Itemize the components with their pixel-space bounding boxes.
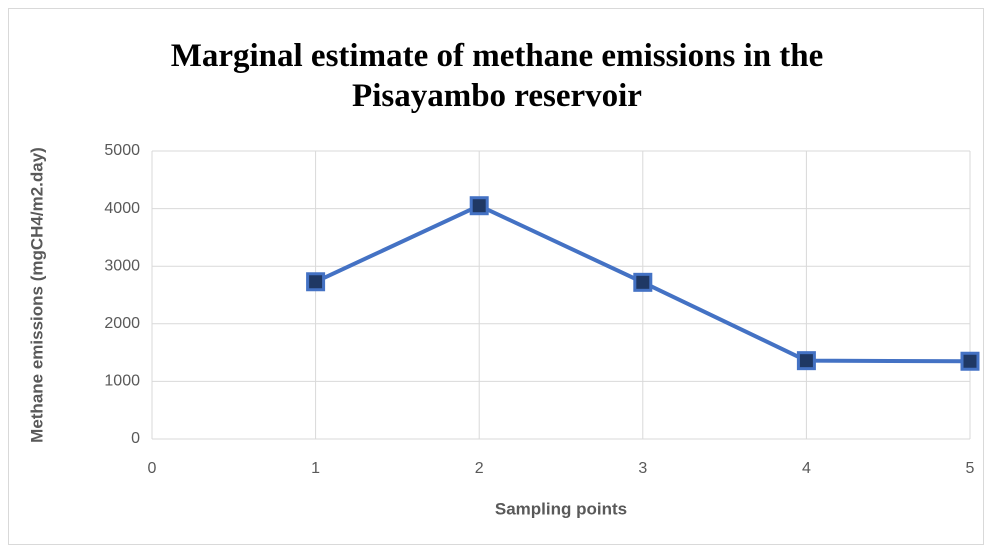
y-tick-label: 0 <box>131 430 140 447</box>
data-marker <box>796 351 816 371</box>
x-tick-label: 4 <box>802 460 811 477</box>
chart-title: Marginal estimate of methane emissions i… <box>170 38 824 114</box>
x-tick-label: 3 <box>638 460 647 477</box>
data-marker <box>306 272 326 292</box>
y-tick-label: 5000 <box>104 142 140 159</box>
data-marker <box>960 351 980 371</box>
x-tick-label: 5 <box>966 460 975 477</box>
data-marker <box>469 196 489 216</box>
chart-border <box>8 8 984 545</box>
y-axis-label: Methane emissions (mgCH4/m2.day) <box>27 147 46 443</box>
x-tick-label: 0 <box>148 460 157 477</box>
data-marker <box>633 272 653 292</box>
y-tick-label: 3000 <box>104 257 140 274</box>
y-tick-label: 1000 <box>104 373 140 390</box>
y-tick-label: 2000 <box>104 315 140 332</box>
y-tick-label: 4000 <box>104 200 140 217</box>
x-tick-label: 1 <box>311 460 320 477</box>
x-tick-label: 2 <box>475 460 484 477</box>
x-axis-label: Sampling points <box>495 499 627 518</box>
